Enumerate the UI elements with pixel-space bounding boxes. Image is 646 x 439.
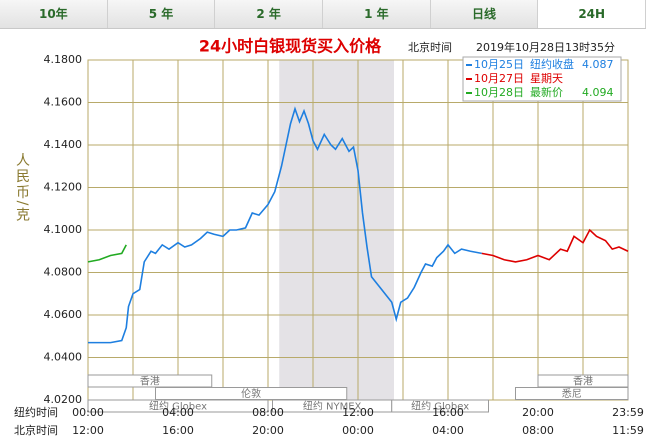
tab[interactable]: 10年 [0, 0, 108, 28]
x-tick-label: 12:00 [342, 406, 374, 419]
y-tick-label: 4.0600 [44, 308, 83, 321]
x-row-label: 北京时间 [14, 423, 58, 437]
legend-value: 4.094 [582, 86, 614, 99]
x-tick-label: 23:59 [612, 406, 644, 419]
session-label: 纽约 NYMEX [303, 400, 362, 413]
x-tick-label: 16:00 [162, 424, 194, 437]
y-axis-label: 人民币/克 [14, 153, 30, 224]
y-tick-label: 4.1400 [44, 138, 83, 151]
timestamp: 2019年10月28日13时35分 [476, 40, 615, 54]
series-line [87, 244, 127, 263]
legend-note: 最新价 [530, 85, 563, 99]
session-bar [537, 374, 629, 388]
y-tick-label: 4.0400 [44, 351, 83, 364]
x-row-label: 纽约时间 [14, 405, 58, 419]
chart-title: 24小时白银现货买入价格 [199, 37, 382, 56]
legend-name: 10月25日 [474, 58, 524, 71]
session-bar [87, 374, 213, 388]
x-tick-label: 16:00 [432, 406, 464, 419]
x-tick-label: 20:00 [252, 424, 284, 437]
session-bar [391, 399, 489, 413]
tab[interactable]: 24H [538, 0, 646, 28]
x-tick-label: 12:00 [72, 424, 104, 437]
x-tick-label: 04:00 [162, 406, 194, 419]
x-tick-label: 00:00 [72, 406, 104, 419]
session-label: 伦敦 [241, 387, 261, 400]
session-label: 纽约 Globex [411, 400, 469, 413]
legend-name: 10月27日 [474, 72, 524, 85]
session-label: 纽约 Globex [149, 400, 207, 413]
y-tick-label: 4.0800 [44, 266, 83, 279]
x-tick-label: 08:00 [522, 424, 554, 437]
time-zone: 北京时间 [408, 40, 452, 54]
series-line [481, 228, 629, 263]
x-tick-label: 04:00 [432, 424, 464, 437]
legend-name: 10月28日 [474, 86, 524, 99]
session-label: 香港 [573, 376, 593, 388]
legend-value: 4.087 [582, 58, 614, 71]
tab[interactable]: 5 年 [107, 0, 216, 28]
session-label: 香港 [140, 376, 160, 388]
tab[interactable]: 2 年 [215, 0, 324, 28]
legend-note: 星期天 [530, 72, 563, 85]
series-line [88, 106, 482, 344]
session-bar [87, 399, 269, 413]
session-label: 悉尼 [562, 388, 582, 400]
x-tick-label: 00:00 [342, 424, 374, 437]
x-tick-label: 20:00 [522, 406, 554, 419]
y-tick-label: 4.1200 [44, 181, 83, 194]
chart: 24小时白银现货买入价格 北京时间 2019年10月28日13时35分 4.02… [14, 37, 644, 438]
tab[interactable]: 日线 [430, 0, 539, 28]
tab[interactable]: 1 年 [323, 0, 431, 28]
y-tick-label: 4.1000 [44, 223, 83, 236]
legend-note: 纽约收盘 [530, 57, 574, 71]
y-tick-label: 4.1600 [44, 96, 83, 109]
x-tick-label: 11:59 [612, 424, 644, 437]
y-tick-label: 4.0200 [44, 393, 83, 406]
x-tick-label: 08:00 [252, 406, 284, 419]
legend-box [462, 56, 622, 102]
y-tick-label: 4.1800 [44, 53, 83, 66]
